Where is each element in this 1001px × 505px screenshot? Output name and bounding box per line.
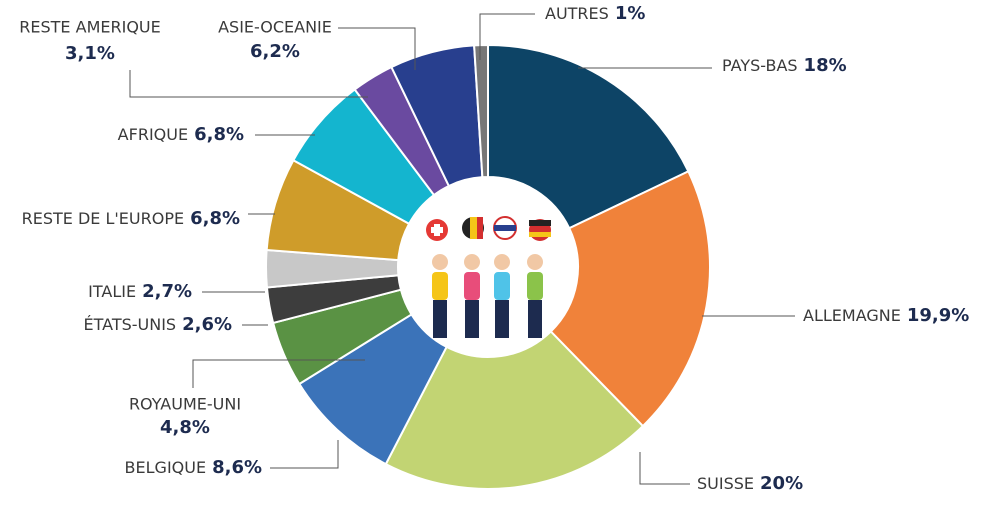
slice-label: ÉTATS-UNIS 2,6% [83, 314, 232, 335]
slice-label: RESTE DE L'EUROPE 6,8% [22, 208, 240, 229]
category-label: BELGIQUE [125, 458, 207, 477]
value-text: 2,7% [142, 281, 192, 302]
value-text: 4,8% [160, 417, 210, 438]
slice-label: PAYS-BAS 18% [722, 55, 847, 76]
value-text: 18% [804, 55, 847, 76]
category-label: SUISSE [697, 474, 754, 493]
category-label: AFRIQUE [118, 125, 188, 144]
leader-line [479, 13, 535, 60]
category-label: ÉTATS-UNIS [83, 315, 176, 334]
value-text: 8,6% [212, 457, 262, 478]
value-label: 4,8% [160, 417, 210, 438]
leader-line [338, 27, 416, 70]
category-label: ASIE-OCEANIE [218, 18, 332, 37]
value-text: 6,2% [250, 41, 300, 62]
leader-line [270, 440, 339, 469]
slice-label: AUTRES 1% [545, 3, 645, 24]
slice-label: AFRIQUE 6,8% [118, 124, 244, 145]
category-label: AUTRES [545, 4, 609, 23]
value-text: 6,8% [194, 124, 244, 145]
category-label: ALLEMAGNE [803, 306, 901, 325]
value-text: 6,8% [190, 208, 240, 229]
slice-label: SUISSE 20% [697, 473, 803, 494]
value-label: 6,2% [250, 41, 300, 62]
value-label: 3,1% [65, 43, 115, 64]
category-label: RESTE AMERIQUE [19, 18, 160, 37]
center-illustration [398, 177, 578, 357]
value-text: 2,6% [182, 314, 232, 335]
category-label: RESTE DE L'EUROPE [22, 209, 184, 228]
value-text: 1% [615, 3, 646, 24]
value-text: 3,1% [65, 43, 115, 64]
value-text: 19,9% [907, 305, 969, 326]
category-label: ROYAUME-UNI [129, 395, 241, 414]
leader-line [129, 70, 368, 98]
labels: PAYS-BAS 18% ALLEMAGNE 19,9% SUISSE 20% BELGIQ… [19, 3, 969, 494]
slice-label: ITALIE 2,7% [88, 281, 192, 302]
category-label: PAYS-BAS [722, 56, 798, 75]
leader-line [192, 359, 365, 388]
category-label: ITALIE [88, 282, 136, 301]
value-text: 20% [760, 473, 803, 494]
leader-line [639, 452, 690, 485]
slice-label: ALLEMAGNE 19,9% [803, 305, 969, 326]
slice-label: BELGIQUE 8,6% [125, 457, 262, 478]
